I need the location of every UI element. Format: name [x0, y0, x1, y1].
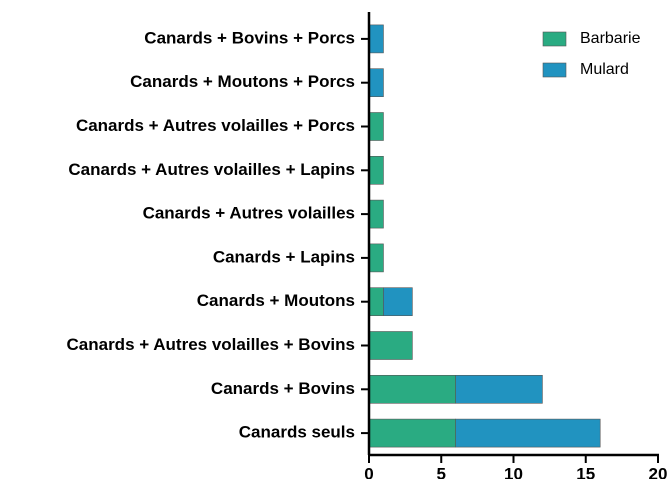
bar-segment — [368, 374, 456, 404]
bar-segment — [368, 331, 413, 360]
bar-segment — [368, 199, 384, 229]
bar-segment — [383, 287, 413, 317]
bar-segment — [455, 374, 543, 404]
x-tick-label: 10 — [504, 464, 523, 479]
legend-swatch — [542, 62, 567, 78]
bar-segment — [368, 287, 384, 317]
category-label: Canards seuls — [239, 423, 355, 442]
category-label: Canards + Autres volailles + Porcs — [76, 116, 355, 135]
legend-swatch — [542, 31, 567, 47]
x-tick-label: 20 — [649, 464, 668, 479]
category-label: Canards + Bovins + Porcs — [144, 28, 355, 47]
x-tick-label: 0 — [364, 464, 373, 479]
x-tick-label: 15 — [576, 464, 595, 479]
category-label: Canards + Moutons — [197, 291, 355, 310]
bar-segment — [368, 112, 384, 141]
category-label: Canards + Autres volailles + Lapins — [68, 160, 355, 179]
category-label: Canards + Autres volailles + Bovins — [67, 335, 356, 354]
category-label: Canards + Bovins — [211, 379, 355, 398]
bar-segment — [368, 418, 456, 448]
bar-segment — [368, 68, 384, 97]
legend-label: Mulard — [580, 61, 629, 78]
category-label: Canards + Autres volailles — [143, 204, 355, 223]
bar-segment — [368, 243, 384, 273]
bar-segment — [368, 156, 384, 185]
category-label: Canards + Lapins — [213, 247, 355, 266]
bar-segment — [368, 24, 384, 54]
bar-segment — [455, 418, 601, 448]
category-label: Canards + Moutons + Porcs — [130, 72, 355, 91]
x-tick-label: 5 — [437, 464, 446, 479]
legend-label: Barbarie — [580, 30, 641, 47]
